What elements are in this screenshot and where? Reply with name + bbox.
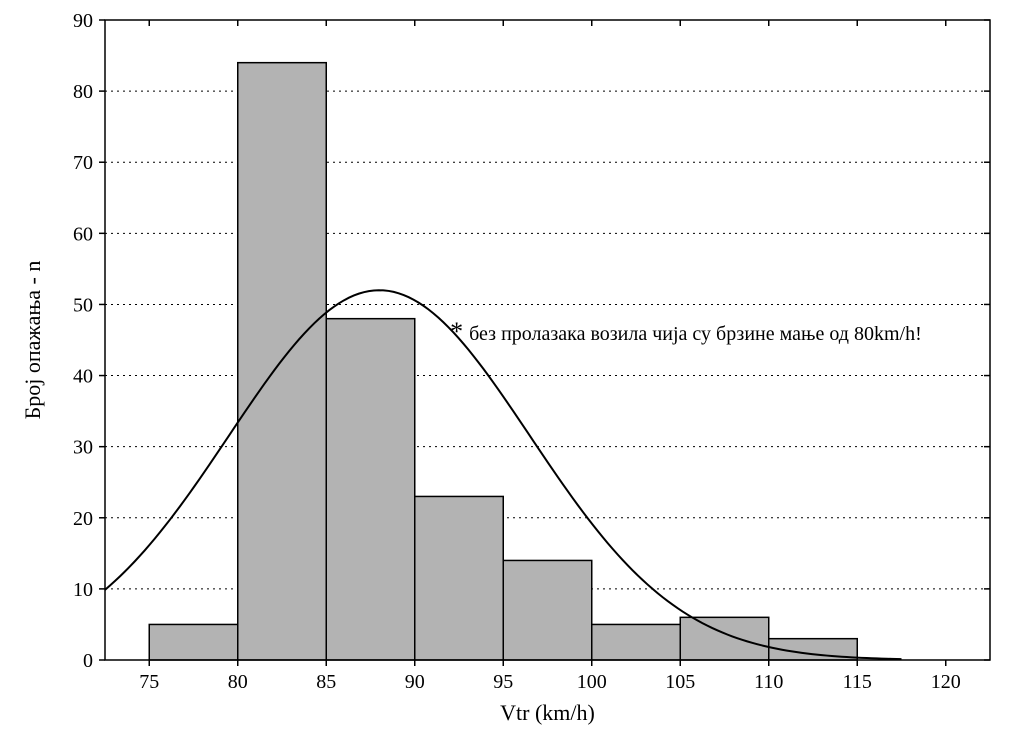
y-tick-label: 50 [73,294,93,316]
chart-svg: 75 80 85 90 95 100 105 110 115 120 0 10 20 30 40 50 60 70… [0,0,1024,740]
y-tick-label: 20 [73,508,93,530]
x-tick-label: 120 [931,671,961,693]
histogram-bar [415,496,504,660]
histogram-bar [149,624,238,660]
y-tick-label: 10 [73,579,93,601]
y-tick-label: 70 [73,152,93,174]
histogram-bar [503,560,592,660]
x-tick-label: 95 [493,671,513,693]
histogram-bar [592,624,681,660]
x-tick-label: 115 [843,671,872,693]
x-tick-label: 80 [228,671,248,693]
chart-annotation: * без пролазака возила чија су брзине мањ… [450,317,922,346]
x-tick-label: 105 [665,671,695,693]
annotation-text: без пролазака возила чија су брзине мање… [469,323,922,345]
y-tick-label: 80 [73,81,93,103]
y-tick-label: 40 [73,366,93,388]
x-axis-label: Vtr (km/h) [500,700,595,725]
y-tick-label: 60 [73,223,93,245]
y-tick-label: 30 [73,437,93,459]
x-tick-label: 75 [139,671,159,693]
y-axis-label: Број опажања - n [20,261,45,420]
x-tick-label: 85 [316,671,336,693]
x-tick-label: 100 [577,671,607,693]
histogram-bar [326,319,415,660]
x-tick-label: 110 [754,671,783,693]
histogram-chart: 75 80 85 90 95 100 105 110 115 120 0 10 20 30 40 50 60 70… [0,0,1024,740]
y-tick-label: 90 [73,10,93,32]
x-tick-label: 90 [405,671,425,693]
annotation-star: * [450,317,463,346]
y-tick-label: 0 [83,650,93,672]
histogram-bar [680,617,769,660]
